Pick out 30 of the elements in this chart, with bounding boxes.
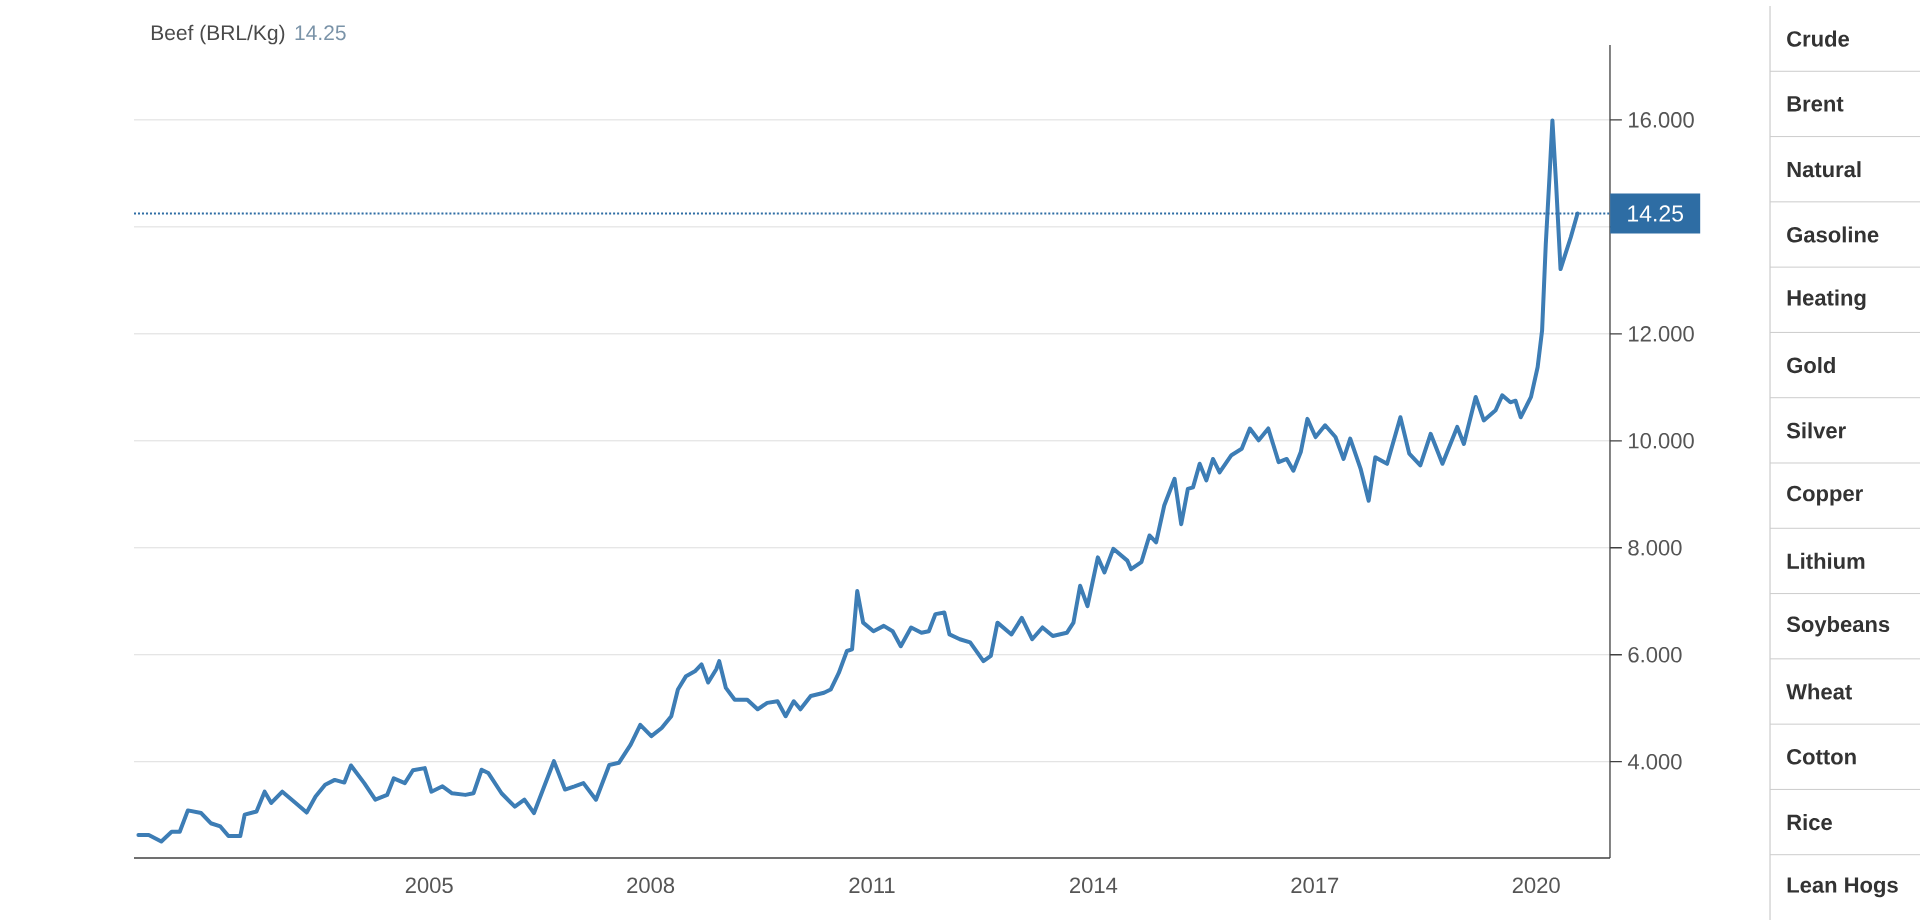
y-tick-label: 12.000 bbox=[1629, 326, 1694, 342]
text: Lean Hogs bbox=[1787, 877, 1898, 898]
y-tick-label: 8.000 bbox=[1628, 539, 1682, 556]
text: Cotton bbox=[1787, 749, 1856, 765]
text: Heating bbox=[1787, 289, 1866, 311]
x-tick-label: 2014 bbox=[1070, 877, 1118, 894]
chart-title: Beef (BRL/Kg) bbox=[151, 24, 285, 45]
x-tick-label: 2008 bbox=[627, 877, 675, 894]
text: Wheat bbox=[1786, 683, 1852, 700]
text: Gold bbox=[1787, 356, 1835, 374]
y-tick-label: 16.000 bbox=[1629, 112, 1694, 128]
x-tick-label: 2011 bbox=[849, 877, 895, 894]
y-tick-label: 6.000 bbox=[1628, 646, 1682, 663]
ref-line-label: 14.25 bbox=[1628, 205, 1683, 222]
y-tick-label: 10.000 bbox=[1629, 433, 1694, 449]
line-series bbox=[136, 118, 1580, 844]
chart-subtitle: 14.25 bbox=[295, 25, 346, 41]
text: Copper bbox=[1787, 485, 1863, 506]
text: Silver bbox=[1786, 422, 1846, 439]
text: Gasoline bbox=[1787, 226, 1879, 243]
text: Crude bbox=[1787, 30, 1850, 47]
text: Lithium bbox=[1787, 552, 1865, 570]
x-tick-label: 2005 bbox=[405, 877, 453, 894]
text: Natural bbox=[1787, 161, 1861, 178]
y-tick-label: 4.000 bbox=[1627, 753, 1682, 770]
text: Brent bbox=[1787, 96, 1844, 112]
x-tick-label: 2017 bbox=[1291, 877, 1339, 894]
x-tick-label: 2020 bbox=[1512, 877, 1560, 894]
text: Rice bbox=[1787, 814, 1832, 831]
text: Soybeans bbox=[1786, 615, 1890, 637]
